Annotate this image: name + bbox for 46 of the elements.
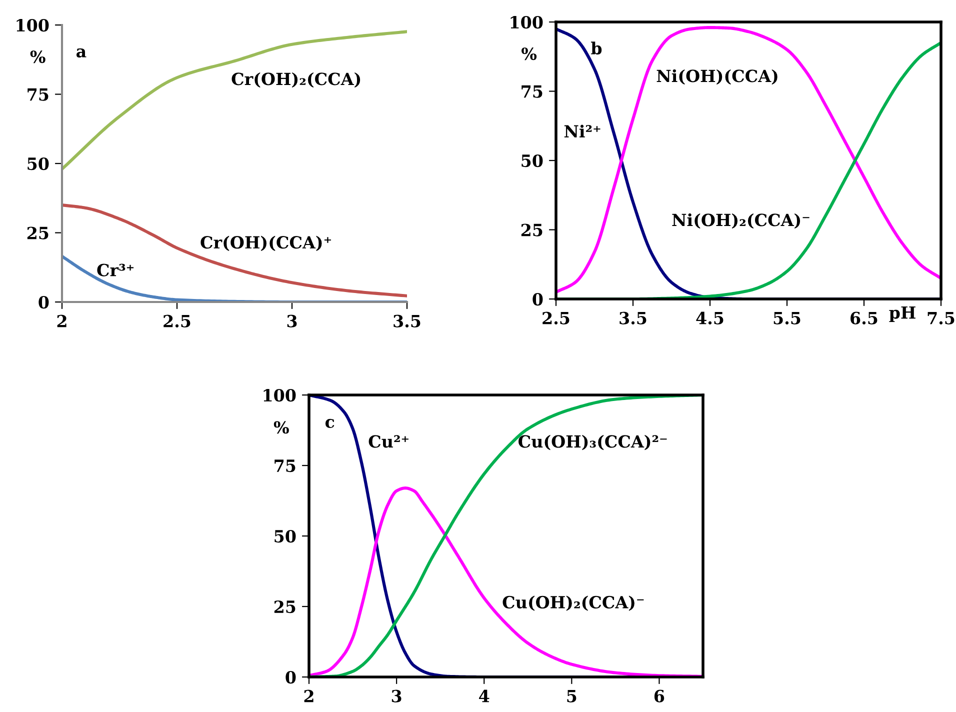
y-tick-label: 50 (522, 154, 543, 168)
y-tick-label: 75 (274, 460, 296, 472)
x-tick-label: 3.5 (620, 312, 646, 324)
y-tick-label: 75 (28, 88, 48, 101)
x-tick-label: 5 (567, 690, 576, 702)
series-label: Ni²⁺ (564, 124, 600, 138)
x-tick-label: 4 (479, 690, 490, 702)
series-label: Cu(OH)₂(CCA)⁻ (502, 596, 644, 611)
y-tick-label: 0 (532, 292, 543, 306)
x-tick-label: 2 (304, 690, 314, 702)
x-tick-label: 3.5 (394, 314, 420, 328)
x-axis-title: pH (889, 306, 916, 322)
annotation: a (76, 48, 86, 58)
series-label: Ni(OH)₂(CCA)⁻ (672, 213, 810, 229)
annotation: b (591, 42, 602, 55)
y-tick-label: 100 (510, 16, 543, 29)
x-tick-label: 7.5 (928, 312, 954, 324)
x-tick-label: 2.5 (164, 314, 190, 328)
series-label: Cr(OH)(CCA)⁺ (200, 236, 331, 252)
y-tick-label: 50 (274, 530, 296, 543)
x-tick-label: 6 (654, 690, 664, 702)
y-axis-title: % (274, 421, 289, 434)
y-axis-title: % (522, 47, 537, 60)
series-label: Cu(OH)₃(CCA)²⁻ (518, 434, 667, 450)
y-tick-label: 75 (522, 85, 542, 98)
y-axis-title: % (30, 50, 46, 64)
x-tick-label: 4.5 (696, 312, 724, 324)
y-tick-label: 50 (28, 157, 49, 170)
y-tick-label: 0 (38, 296, 49, 309)
x-tick-label: 2.5 (542, 312, 570, 324)
y-tick-label: 25 (521, 224, 542, 236)
x-tick-label: 3 (392, 690, 402, 702)
y-tick-label: 25 (274, 600, 296, 614)
series-label: Ni(OH)(CCA) (656, 69, 778, 85)
x-tick-label: 3 (287, 314, 297, 328)
series-label: Cu²⁺ (368, 435, 408, 448)
x-tick-label: 5.5 (774, 312, 800, 324)
x-tick-label: 2 (57, 314, 66, 328)
y-tick-label: 100 (16, 18, 49, 32)
annotation: c (325, 418, 334, 428)
series-label: Cr(OH)₂(CCA) (232, 72, 360, 88)
y-tick-label: 25 (27, 226, 48, 240)
x-tick-label: 6.5 (850, 312, 878, 324)
y-tick-label: 0 (286, 670, 296, 684)
series-label: Cr³⁺ (97, 264, 134, 276)
y-tick-label: 100 (264, 388, 296, 402)
